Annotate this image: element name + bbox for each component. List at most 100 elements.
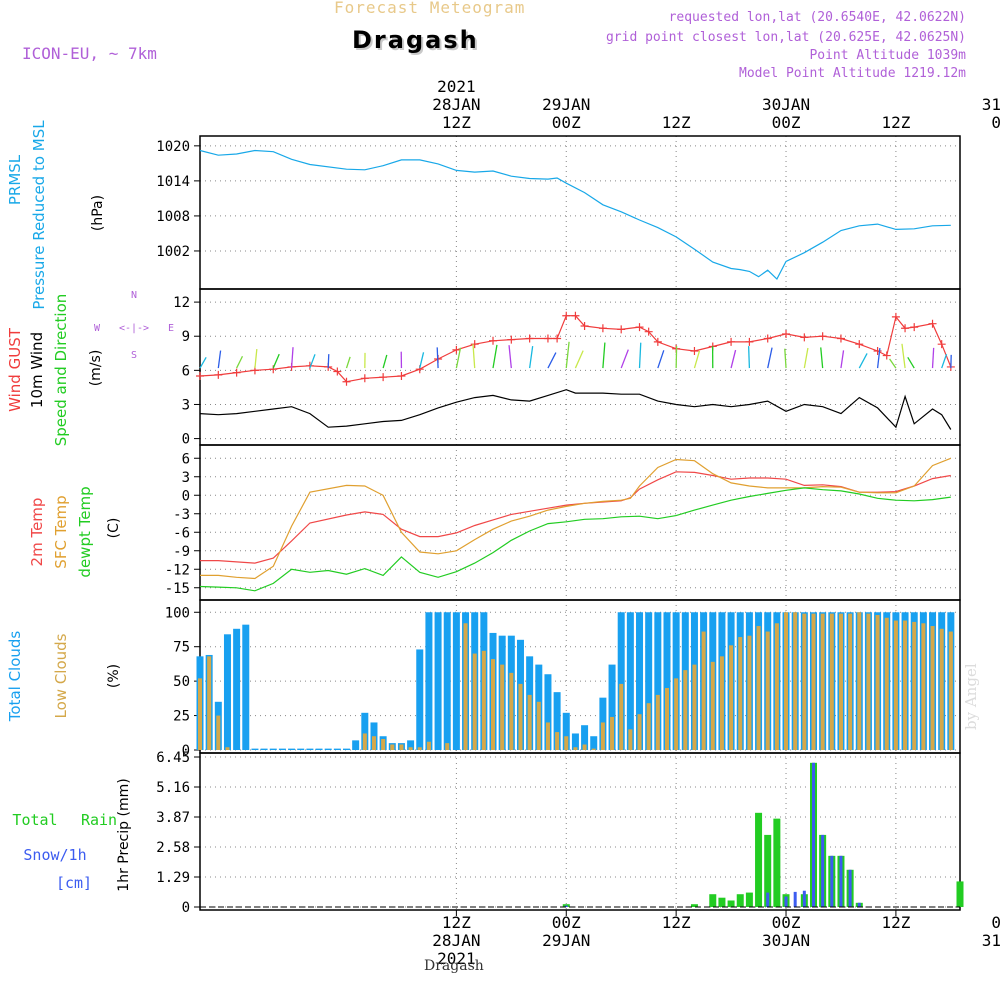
- low-cloud-bar: [564, 736, 569, 750]
- bottom-time-label: 30JAN: [762, 931, 810, 950]
- low-cloud-bar: [738, 637, 743, 750]
- info-requested: requested lon,lat (20.6540E, 42.0622N): [668, 10, 966, 25]
- total-cloud-bar: [443, 612, 451, 750]
- low-cloud-bar: [802, 613, 807, 750]
- label-low-clouds: Low Clouds: [52, 633, 70, 718]
- y-tick-label-temperature: -6: [173, 525, 190, 541]
- gust-marker: [598, 324, 607, 333]
- label-pressure-unit: (hPa): [90, 195, 106, 231]
- wind-direction-arrow: [236, 355, 244, 369]
- y-tick-label-clouds: 75: [173, 640, 190, 656]
- label-snow: Snow/1h: [23, 846, 86, 864]
- label-speed-direction: Speed and Direction: [52, 294, 70, 447]
- low-cloud-bar: [518, 683, 523, 750]
- gust-marker: [543, 334, 552, 343]
- low-cloud-bar: [683, 670, 688, 750]
- total-cloud-bar: [315, 748, 323, 750]
- low-cloud-bar: [637, 714, 642, 750]
- y-tick-label-temperature: -15: [165, 581, 190, 597]
- low-cloud-bar: [765, 631, 770, 750]
- low-cloud-bar: [729, 645, 734, 750]
- compass-south: S: [131, 350, 137, 361]
- wind-direction-arrow: [747, 346, 751, 369]
- gust-marker: [196, 372, 204, 381]
- label-sfc-temp: SFC Temp: [52, 495, 70, 568]
- top-time-label: 12Z: [442, 113, 471, 132]
- low-cloud-bar: [893, 620, 898, 750]
- total-cloud-bar: [544, 674, 552, 750]
- total-cloud-bar: [343, 748, 351, 750]
- y-tick-label-temperature: 0: [182, 488, 190, 504]
- wind-line-10m-wind: [199, 389, 952, 430]
- gust-marker: [763, 334, 772, 343]
- label-10m-wind: 10m Wind: [28, 332, 46, 408]
- gust-marker: [836, 334, 845, 343]
- snow-bar: [766, 892, 770, 907]
- low-cloud-bar: [527, 694, 532, 750]
- low-cloud-bar: [445, 743, 450, 750]
- wind-direction-arrow: [419, 352, 425, 369]
- low-cloud-bar: [664, 688, 669, 750]
- panel-frame-pressure: [199, 135, 961, 290]
- low-cloud-bar: [399, 744, 404, 750]
- total-cloud-bar: [278, 748, 286, 750]
- y-tick-label-clouds: 25: [173, 709, 190, 725]
- low-cloud-bar: [536, 701, 541, 750]
- total-cloud-bar: [654, 612, 662, 750]
- y-tick-label-precip: 6.45: [156, 750, 190, 766]
- low-cloud-bar: [829, 613, 834, 750]
- gust-marker: [653, 337, 662, 346]
- low-cloud-bar: [793, 612, 798, 750]
- total-cloud-bar: [297, 748, 305, 750]
- y-tick-label-temperature: 3: [182, 470, 190, 486]
- wind-direction-arrow: [803, 347, 809, 369]
- gust-marker: [882, 351, 891, 360]
- total-cloud-bar: [333, 748, 341, 750]
- gust-marker: [937, 340, 946, 349]
- top-time-label: 31JAN: [982, 95, 1000, 114]
- gust-marker: [269, 365, 278, 374]
- total-cloud-bar: [571, 733, 579, 750]
- gust-marker: [644, 327, 653, 336]
- low-cloud-bar: [848, 613, 853, 750]
- top-time-label: 00Z: [772, 113, 801, 132]
- rain-bar: [562, 904, 570, 907]
- low-cloud-bar: [555, 732, 560, 750]
- wind-direction-arrow: [574, 350, 584, 369]
- wind-line-wind-gust: [199, 315, 952, 383]
- total-cloud-bar: [434, 612, 442, 750]
- snow-bar: [784, 896, 788, 907]
- bottom-time-label: 12Z: [662, 913, 691, 932]
- wind-direction-arrow: [290, 347, 294, 369]
- gust-marker: [690, 347, 699, 356]
- total-cloud-bar: [416, 649, 424, 750]
- snow-bar: [564, 905, 568, 907]
- info-point-altitude: Point Altitude 1039m: [809, 48, 966, 63]
- info-grid-point: grid point closest lon,lat (20.625E, 42.…: [605, 30, 966, 45]
- wind-direction-arrow: [382, 354, 388, 369]
- gust-marker: [873, 347, 882, 356]
- low-cloud-bar: [710, 661, 715, 750]
- snow-bar: [848, 869, 852, 907]
- info-model-altitude: Model Point Altitude 1219.12m: [739, 66, 966, 81]
- low-cloud-bar: [884, 617, 889, 750]
- rain-bar: [690, 904, 698, 907]
- gust-marker: [727, 337, 736, 346]
- low-cloud-bar: [811, 613, 816, 750]
- wind-direction-arrow: [657, 350, 665, 369]
- low-cloud-bar: [582, 744, 587, 750]
- wind-direction-arrow: [620, 349, 629, 369]
- low-cloud-bar: [838, 613, 843, 750]
- low-cloud-bar: [491, 659, 496, 750]
- total-cloud-bar: [288, 748, 296, 750]
- low-cloud-bar: [655, 694, 660, 750]
- low-cloud-bar: [198, 678, 202, 750]
- snow-bar: [802, 890, 806, 907]
- wind-direction-arrow: [217, 350, 222, 369]
- gust-marker: [333, 367, 342, 376]
- low-cloud-bar: [390, 744, 395, 750]
- label-wind-unit: (m/s): [88, 350, 104, 387]
- gust-marker: [525, 334, 534, 343]
- wind-direction-arrow: [602, 342, 606, 369]
- gust-marker: [928, 319, 937, 328]
